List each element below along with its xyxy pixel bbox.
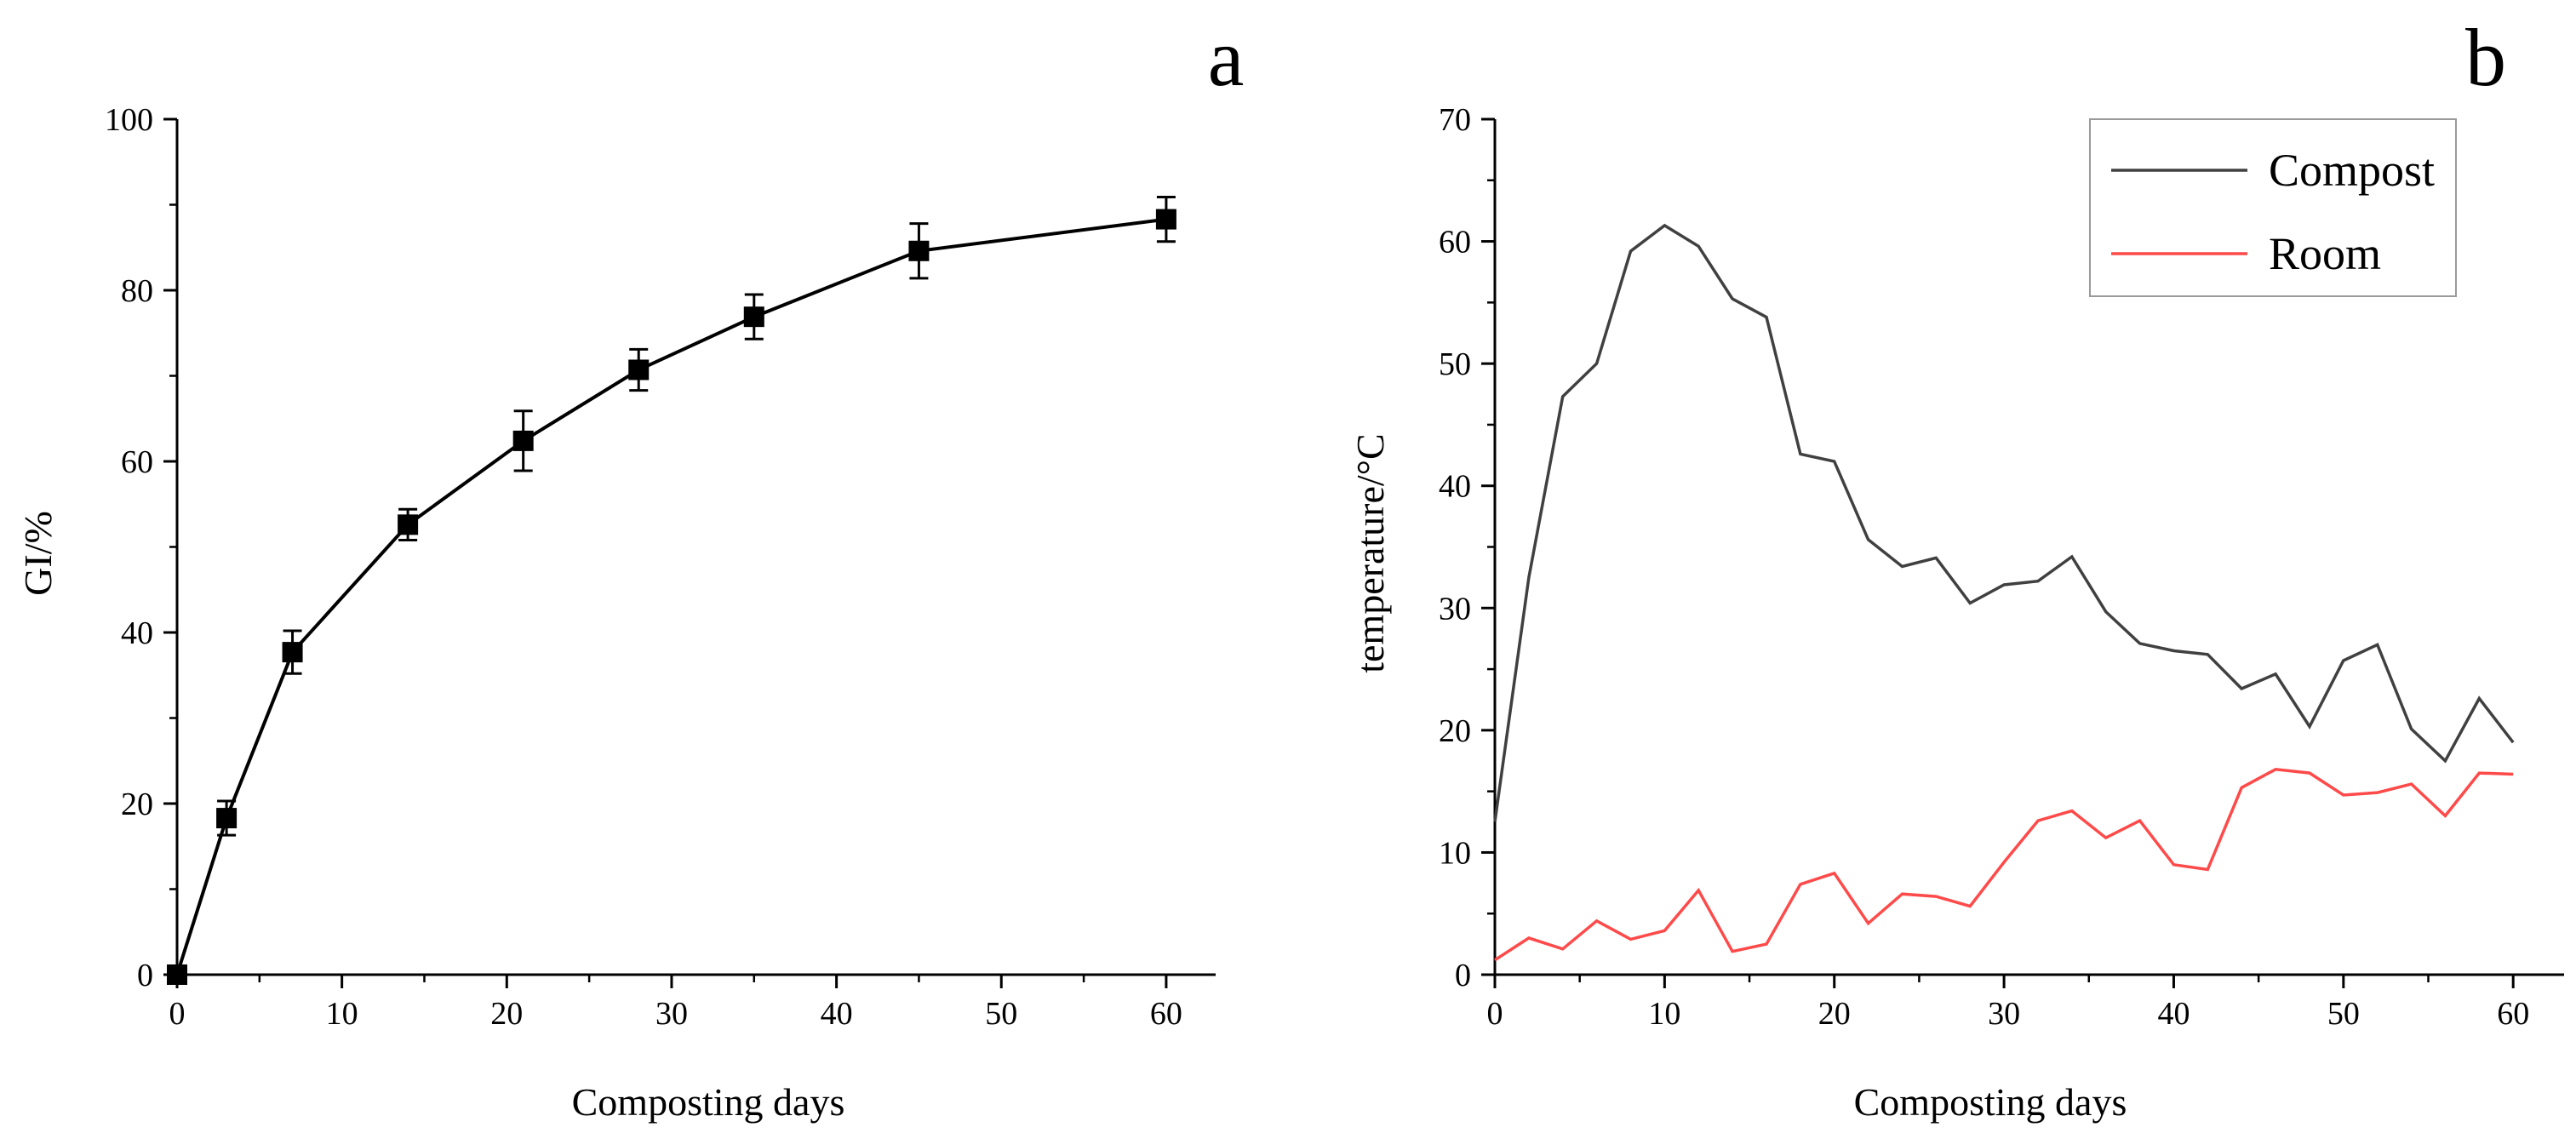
x-tick-label: 40	[2157, 996, 2190, 1032]
y-tick-label: 0	[1455, 958, 1471, 993]
y-tick-label: 20	[121, 787, 153, 822]
x-tick-label: 30	[1988, 996, 2020, 1032]
y-tick-label: 60	[121, 444, 153, 480]
legend-label-compost: Compost	[2269, 145, 2435, 196]
x-tick-label: 20	[490, 996, 523, 1032]
y-tick-label: 0	[137, 958, 153, 993]
panel-b-x-axis-title: Composting days	[1854, 1080, 2127, 1124]
x-tick-label: 60	[1150, 996, 1182, 1032]
data-point-marker	[216, 808, 238, 829]
panel-a-gi-chart: a Composting days GI/% 0 10 20 30 40 50 60 0 20 4…	[16, 12, 1244, 1124]
panel-b-temperature-chart: b Composting days temperature/°C 0 10 20 30…	[1348, 12, 2564, 1124]
panel-a-letter: a	[1208, 12, 1245, 103]
x-tick-label: 0	[1487, 996, 1503, 1032]
x-tick-label: 50	[985, 996, 1017, 1032]
x-tick-label: 30	[655, 996, 688, 1032]
data-point-marker	[398, 514, 419, 535]
data-point-marker	[167, 964, 187, 985]
panel-b-letter: b	[2465, 12, 2506, 103]
legend-label-room: Room	[2269, 228, 2381, 279]
y-tick-label: 40	[1439, 469, 1471, 505]
y-tick-label: 30	[1439, 591, 1471, 627]
data-point-marker	[908, 240, 930, 261]
y-tick-label: 20	[1439, 713, 1471, 749]
x-tick-label: 20	[1818, 996, 1851, 1032]
x-tick-label: 0	[169, 996, 186, 1032]
y-tick-label: 50	[1439, 346, 1471, 382]
data-point-marker	[512, 430, 534, 451]
data-point-marker	[1155, 209, 1176, 230]
panel-a-y-axis-title: GI/%	[16, 511, 60, 596]
data-point-marker	[282, 642, 303, 663]
y-tick-label: 80	[121, 273, 153, 309]
y-tick-label: 40	[121, 615, 153, 651]
legend-box	[2089, 118, 2457, 297]
series-line-gi	[175, 217, 1167, 976]
panel-b-legend: Compost Room	[2089, 118, 2457, 297]
x-tick-label: 60	[2497, 996, 2529, 1032]
data-point-marker	[628, 359, 650, 381]
y-tick-label: 100	[105, 102, 153, 138]
y-tick-label: 10	[1439, 835, 1471, 871]
data-point-marker	[743, 306, 764, 328]
y-tick-label: 60	[1439, 225, 1471, 260]
x-tick-label: 40	[821, 996, 853, 1032]
panel-b-y-axis-title: temperature/°C	[1348, 433, 1392, 673]
series-line-compost	[1493, 223, 2515, 822]
y-tick-label: 70	[1439, 102, 1471, 138]
series-line-room	[1494, 768, 2514, 962]
panel-a-x-axis-title: Composting days	[572, 1080, 845, 1124]
x-tick-label: 10	[326, 996, 358, 1032]
x-tick-label: 10	[1648, 996, 1680, 1032]
x-tick-label: 50	[2327, 996, 2360, 1032]
